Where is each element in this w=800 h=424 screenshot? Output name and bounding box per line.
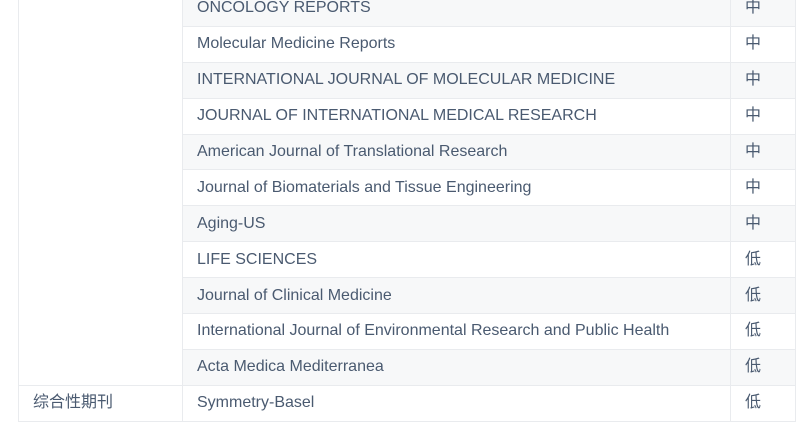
journal-name-cell: International Journal of Environmental R…	[183, 314, 731, 350]
level-cell: 低	[731, 385, 796, 422]
level-cell: 中	[731, 206, 796, 243]
level-cell: 低	[731, 278, 796, 315]
journal-name-cell: INTERNATIONAL JOURNAL OF MOLECULAR MEDIC…	[183, 62, 731, 99]
journal-name-cell: Symmetry-Basel	[183, 385, 731, 422]
journal-name-cell: Journal of Clinical Medicine	[183, 278, 731, 315]
journal-name-cell: ONCOLOGY REPORTS	[183, 0, 731, 27]
category-cell-comprehensive-journals: 综合性期刊	[19, 385, 183, 422]
level-cell: 中	[731, 26, 796, 63]
level-cell: 低	[731, 314, 796, 350]
journal-name-cell: American Journal of Translational Resear…	[183, 134, 731, 171]
journal-name-cell: Molecular Medicine Reports	[183, 26, 731, 63]
journal-name-cell: Acta Medica Mediterranea	[183, 349, 731, 386]
level-cell: 中	[731, 0, 796, 27]
category-cell-merged	[19, 0, 183, 386]
level-cell: 低	[731, 242, 796, 279]
level-cell: 中	[731, 98, 796, 135]
journal-name-cell: Journal of Biomaterials and Tissue Engin…	[183, 170, 731, 207]
journal-table: 综合性期刊 ONCOLOGY REPORTS 中 Molecular Medicin…	[18, 0, 796, 422]
journal-name-cell: Aging-US	[183, 206, 731, 243]
journal-name-cell: LIFE SCIENCES	[183, 242, 731, 279]
level-cell: 低	[731, 349, 796, 386]
level-cell: 中	[731, 134, 796, 171]
journal-name-cell: JOURNAL OF INTERNATIONAL MEDICAL RESEARC…	[183, 98, 731, 135]
level-cell: 中	[731, 170, 796, 207]
level-cell: 中	[731, 62, 796, 99]
